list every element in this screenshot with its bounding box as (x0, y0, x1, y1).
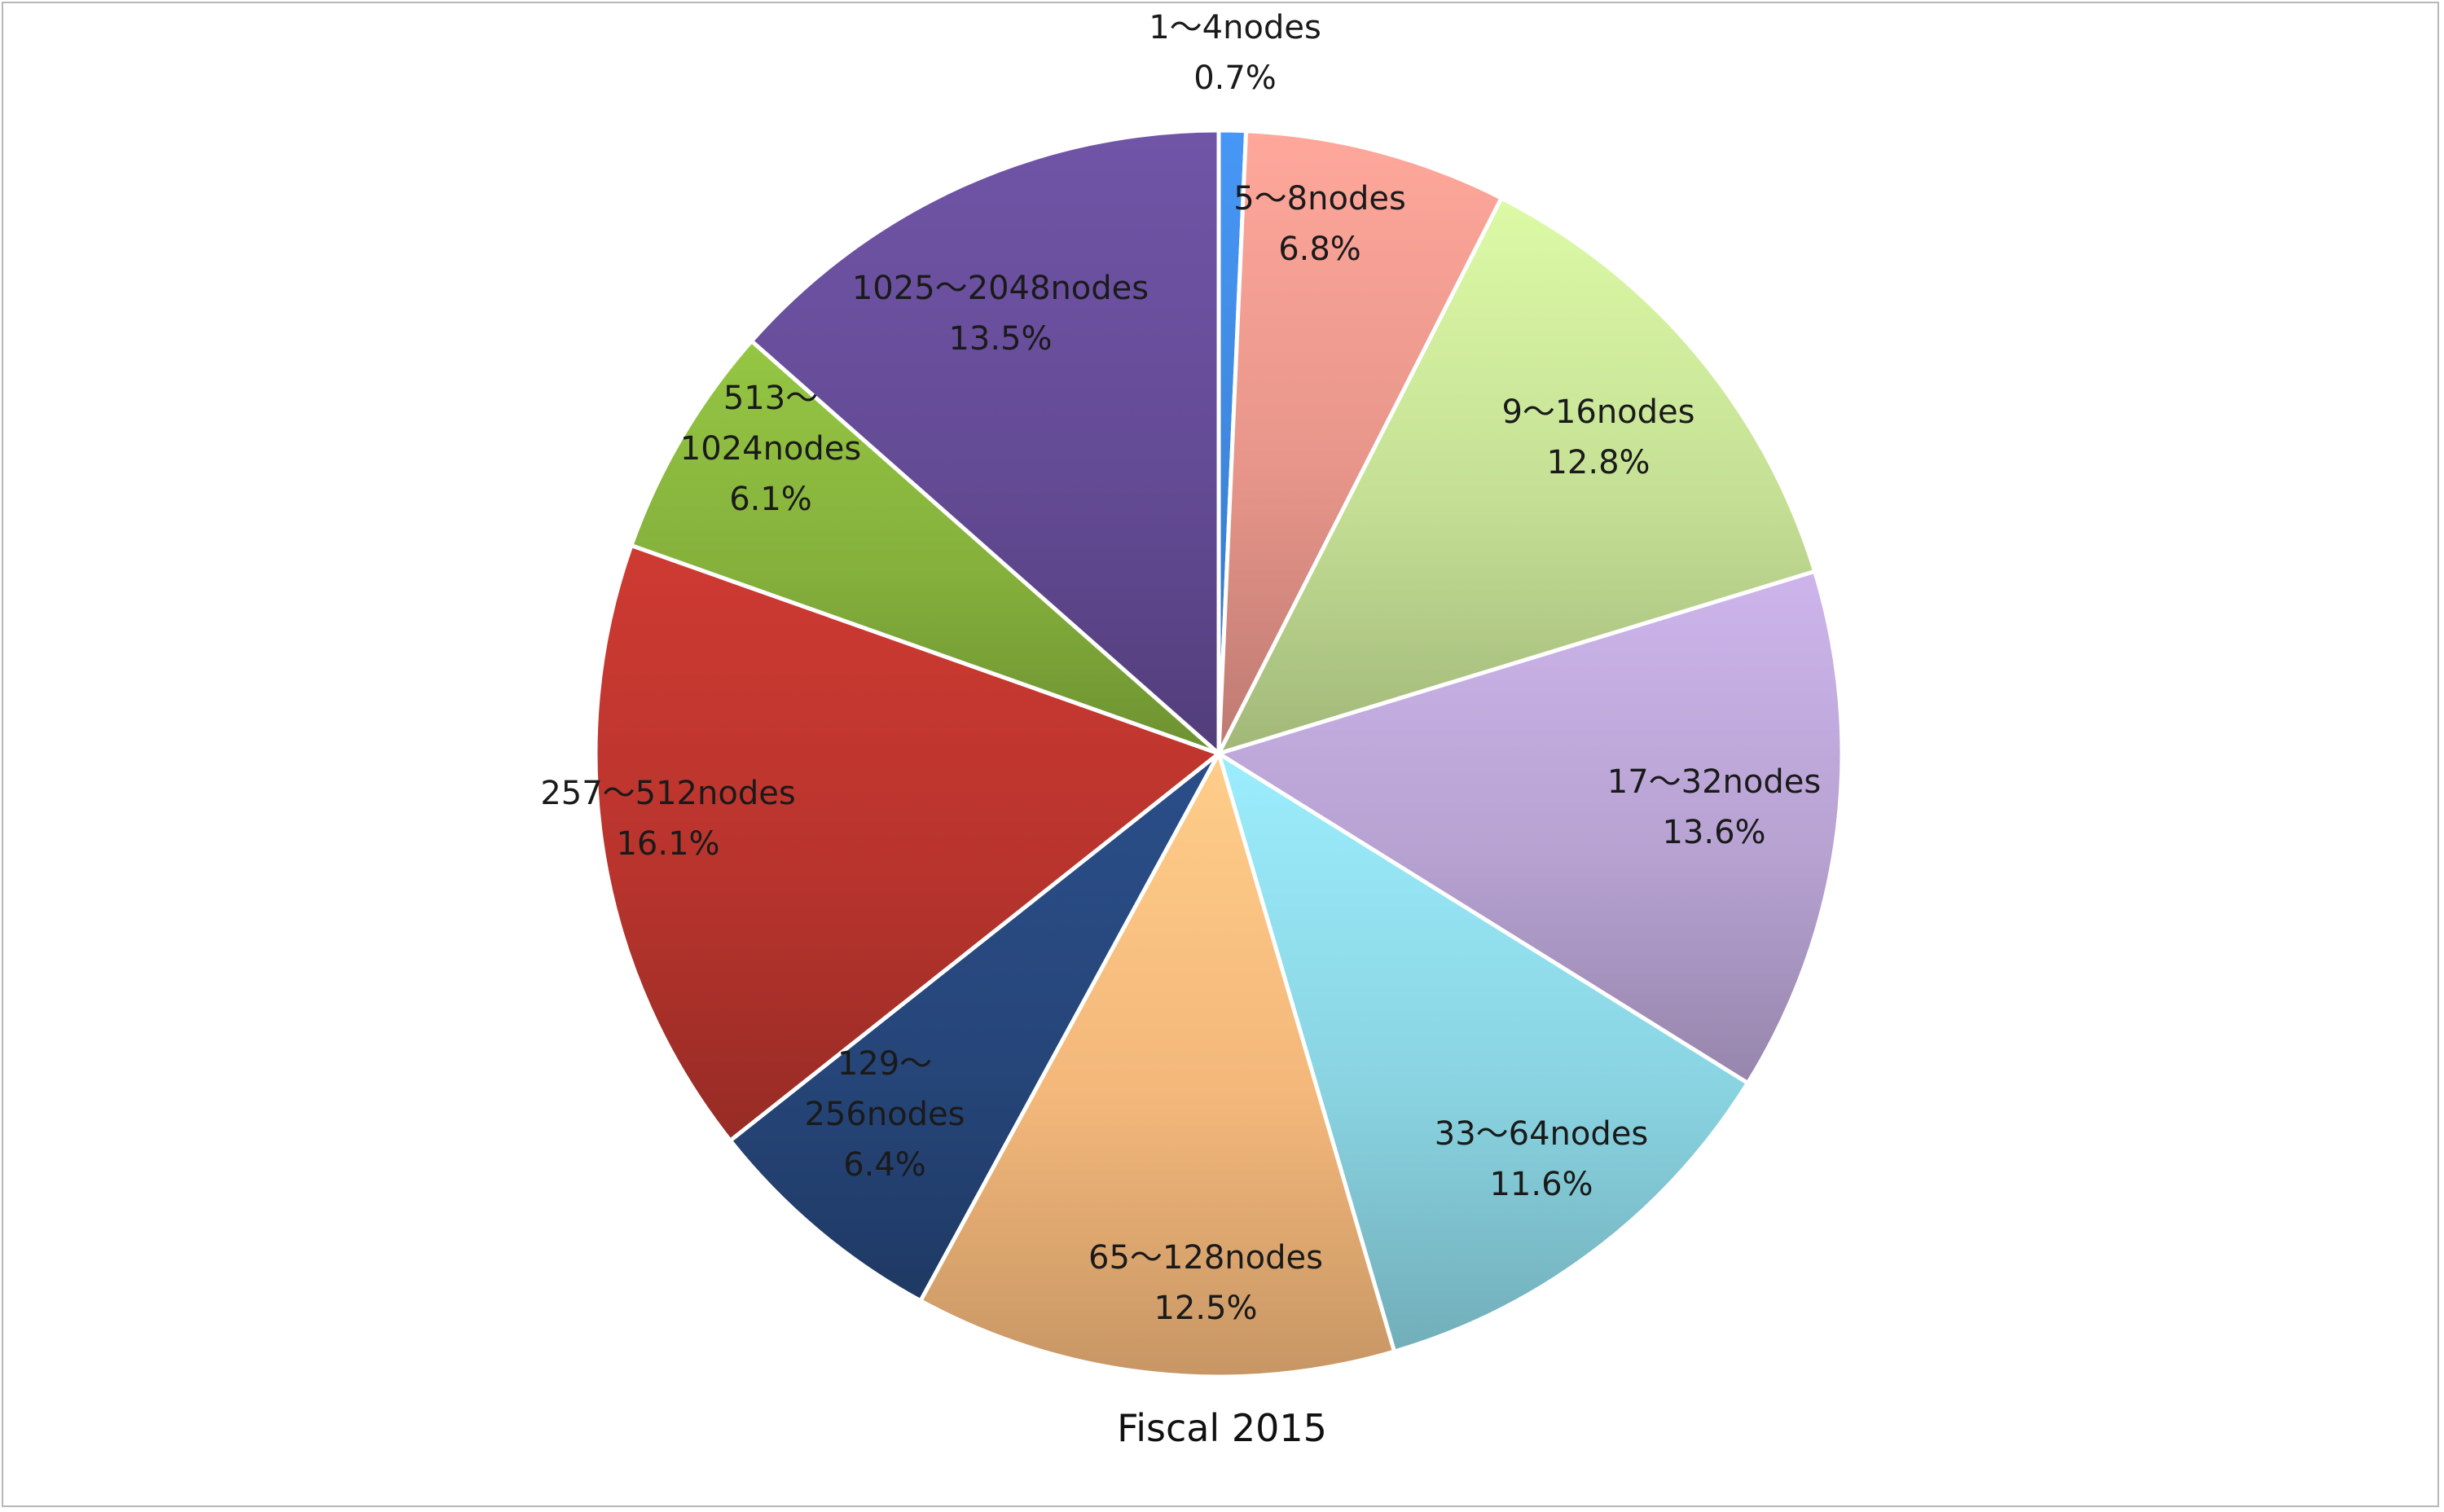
slice-label-line: 16.1% (616, 825, 719, 863)
slice-label-line: 13.6% (1662, 814, 1765, 851)
pie-slice-3 (1216, 569, 1844, 1085)
slice-label-line: 12.8% (1546, 444, 1650, 481)
slice-label-8: 513～ 1024nodes 6.1% (680, 380, 861, 518)
slice-label-line: 11.6% (1489, 1166, 1593, 1203)
slice-label-line: 12.5% (1154, 1290, 1257, 1327)
slice-label-9: 1025～2048nodes 13.5% (852, 270, 1149, 358)
slice-label-3: 17～32nodes 13.6% (1607, 763, 1821, 851)
pie-slice-5 (918, 751, 1397, 1379)
slice-label-line: 0.7% (1193, 59, 1277, 97)
slice-label-line: 1024nodes (680, 430, 861, 468)
slice-label-line: 6.4% (843, 1146, 926, 1184)
pie-slice-8 (629, 339, 1221, 756)
pie-slices (593, 128, 1844, 1379)
pie-slice-6 (727, 751, 1221, 1303)
pie-slice-1 (1216, 129, 1504, 756)
slice-label-0: 1～4nodes 0.7% (1149, 9, 1321, 97)
slice-label-line: 1025～2048nodes (852, 270, 1149, 307)
slice-label-line: 257～512nodes (540, 775, 795, 812)
slice-label-1: 5～8nodes 6.8% (1233, 180, 1406, 268)
slice-label-5: 65～128nodes 12.5% (1088, 1239, 1323, 1327)
slice-label-6: 129～ 256nodes 6.4% (804, 1045, 965, 1184)
slice-label-line: 6.1% (729, 481, 812, 518)
slice-label-line: 65～128nodes (1088, 1239, 1323, 1277)
slice-label-line: 1～4nodes (1149, 9, 1321, 46)
slice-label-line: 33～64nodes (1435, 1115, 1648, 1153)
slice-label-line: 5～8nodes (1233, 180, 1406, 218)
slice-label-line: 513～ (723, 380, 818, 417)
pie-slice-2 (1216, 196, 1818, 756)
slice-label-7: 257～512nodes 16.1% (540, 775, 795, 863)
pie-slice-9 (749, 128, 1221, 756)
chart-caption: Fiscal 2015 (1117, 1406, 1327, 1450)
slice-label-line: 13.5% (948, 320, 1052, 358)
pie-slice-7 (593, 543, 1221, 1143)
slice-label-line: 9～16nodes (1501, 393, 1695, 431)
slice-label-line: 256nodes (804, 1096, 965, 1133)
pie-labels: 1～4nodes 0.7% 5～8nodes 6.8% 9～16nodes 12.8% 17… (540, 9, 1821, 1327)
slice-label-line: 17～32nodes (1607, 763, 1821, 801)
slice-label-2: 9～16nodes 12.8% (1501, 393, 1695, 481)
slice-label-line: 6.8% (1278, 231, 1361, 268)
slice-label-4: 33～64nodes 11.6% (1435, 1115, 1648, 1203)
slice-label-line: 129～ (837, 1045, 932, 1083)
